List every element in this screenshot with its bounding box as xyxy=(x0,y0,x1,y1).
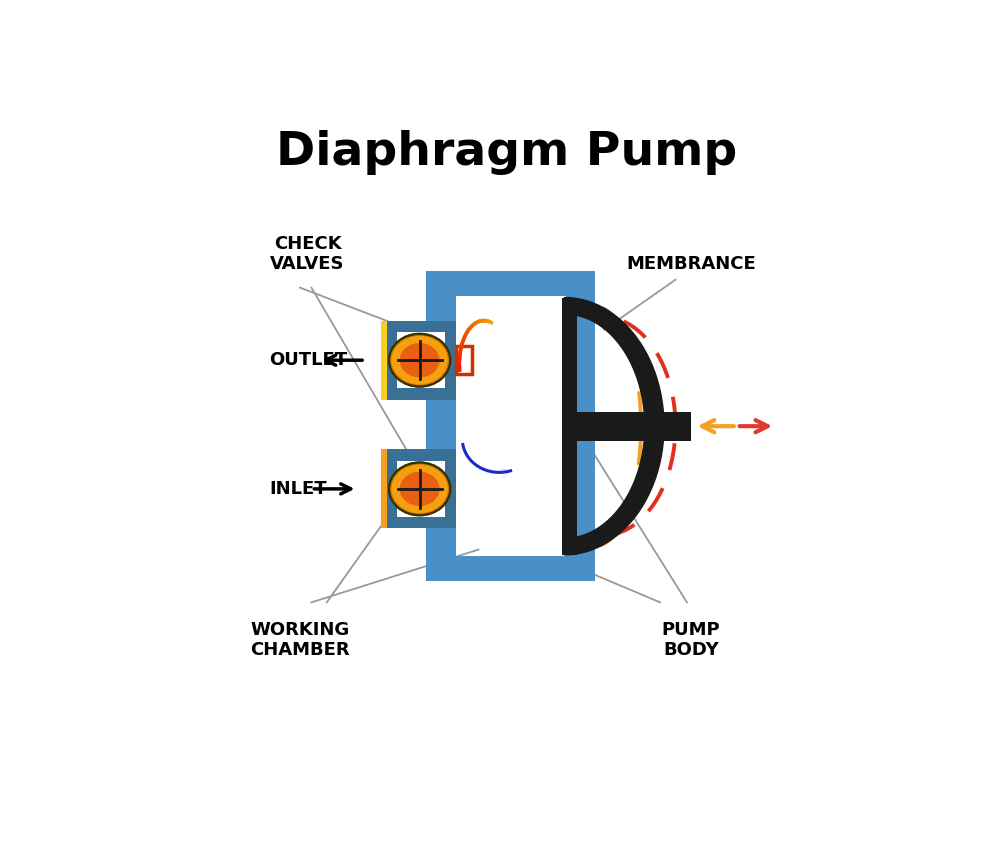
Bar xyxy=(426,556,595,581)
Bar xyxy=(565,411,690,440)
Circle shape xyxy=(400,343,439,377)
Circle shape xyxy=(400,471,439,506)
Bar xyxy=(397,461,445,517)
Circle shape xyxy=(392,464,448,513)
Text: PUMP
BODY: PUMP BODY xyxy=(662,620,720,659)
Text: CHECK
VALVES: CHECK VALVES xyxy=(270,235,345,273)
Bar xyxy=(397,333,445,388)
Bar xyxy=(566,271,595,581)
Bar xyxy=(562,297,578,554)
Bar xyxy=(456,479,470,499)
Text: MEMBRANCE: MEMBRANCE xyxy=(626,255,756,273)
Text: WORKING
CHAMBER: WORKING CHAMBER xyxy=(250,620,350,659)
Bar xyxy=(426,271,456,581)
Circle shape xyxy=(389,463,450,515)
Text: Diaphragm Pump: Diaphragm Pump xyxy=(276,129,738,175)
Bar xyxy=(381,321,387,399)
Bar xyxy=(387,449,456,529)
Text: OUTLET: OUTLET xyxy=(269,351,347,369)
Bar xyxy=(381,449,387,529)
Circle shape xyxy=(389,334,450,387)
Polygon shape xyxy=(565,297,664,554)
Bar xyxy=(387,321,456,399)
Text: INLET: INLET xyxy=(269,480,327,498)
Circle shape xyxy=(392,336,448,385)
Bar xyxy=(456,346,473,374)
Bar xyxy=(426,271,595,297)
